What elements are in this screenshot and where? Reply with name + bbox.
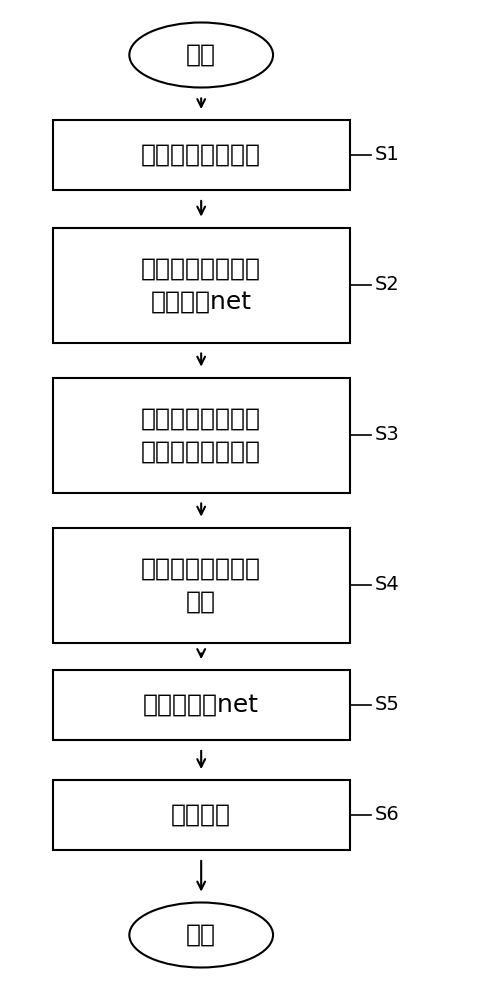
Text: S2: S2 (375, 275, 400, 294)
Text: S6: S6 (375, 806, 400, 824)
Text: S4: S4 (375, 576, 400, 594)
Text: S1: S1 (375, 145, 400, 164)
Text: 存储当前布线结果: 存储当前布线结果 (141, 143, 261, 167)
Ellipse shape (129, 902, 273, 968)
Text: 拆除冲突的net: 拆除冲突的net (143, 693, 259, 717)
Bar (53, 120, 350, 190)
Text: 重新布线: 重新布线 (171, 803, 231, 827)
Bar (53, 528, 350, 643)
Bar (53, 228, 350, 342)
Bar (53, 378, 350, 493)
Text: S3: S3 (375, 426, 400, 444)
Bar (53, 780, 350, 850)
Text: 搜索更优路径及冲
突点: 搜索更优路径及冲 突点 (141, 556, 261, 614)
Text: S5: S5 (375, 696, 400, 714)
Text: 搜索所述布线结果
的待优化net: 搜索所述布线结果 的待优化net (141, 256, 261, 314)
Text: 开始: 开始 (186, 43, 216, 67)
Text: 结束: 结束 (186, 923, 216, 947)
Bar (53, 670, 350, 740)
Ellipse shape (129, 22, 273, 88)
Text: 在所述布线结果中
设置禁用特殊节点: 在所述布线结果中 设置禁用特殊节点 (141, 406, 261, 464)
